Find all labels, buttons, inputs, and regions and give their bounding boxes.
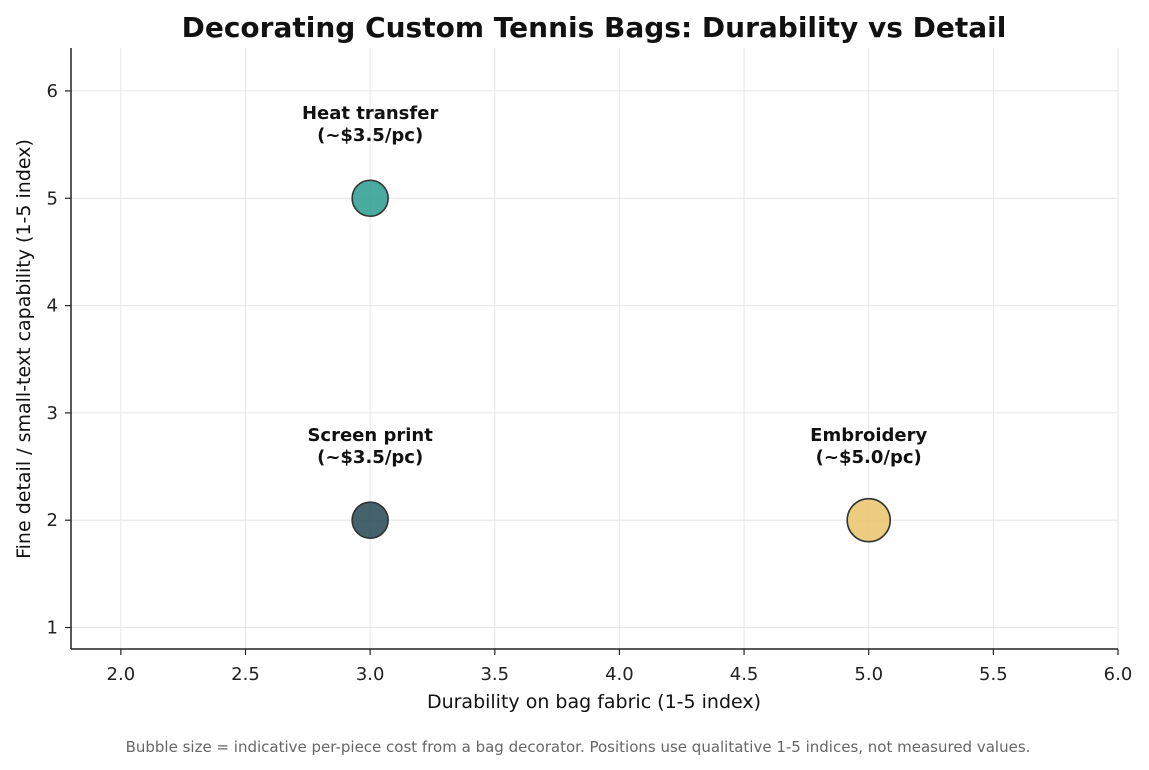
- point-label-cost: (~$3.5/pc): [317, 125, 423, 146]
- x-tick-label: 2.0: [107, 664, 136, 685]
- x-tick-label: 3.0: [356, 664, 385, 685]
- point-labels: Heat transfer(~$3.5/pc)Screen print(~$3.…: [302, 103, 928, 468]
- point-label-name: Embroidery: [810, 425, 927, 446]
- x-tick-label: 4.0: [605, 664, 634, 685]
- grid-lines: [71, 48, 1119, 649]
- point-label-name: Screen print: [307, 425, 433, 446]
- y-tick-label: 1: [47, 618, 58, 639]
- x-tick-label: 2.5: [231, 664, 260, 685]
- y-tick-label: 4: [47, 296, 58, 317]
- bubbles: [351, 179, 892, 543]
- x-tick-label: 4.5: [730, 664, 759, 685]
- bubble-point: [351, 179, 389, 218]
- x-axis-label: Durability on bag fabric (1-5 index): [427, 691, 761, 713]
- bubble-point: [351, 501, 389, 540]
- tick-labels: 2.0 2.5 3.0 3.5 4.0 4.5 5.0 5.5 6.0 1 2 3 4 5 6: [47, 81, 1133, 685]
- x-tick-label: 5.0: [854, 664, 883, 685]
- point-label-cost: (~$5.0/pc): [816, 447, 922, 468]
- y-tick-label: 6: [47, 81, 58, 102]
- chart-title: Decorating Custom Tennis Bags: Durabilit…: [182, 11, 1007, 44]
- footnote: Bubble size = indicative per-piece cost …: [126, 738, 1031, 756]
- x-tick-label: 6.0: [1104, 664, 1133, 685]
- bubble-point: [846, 497, 892, 543]
- point-label-name: Heat transfer: [302, 103, 438, 124]
- y-axis-label: Fine detail / small-text capability (1-5…: [13, 139, 35, 559]
- y-tick-label: 3: [47, 403, 58, 424]
- y-tick-label: 2: [47, 510, 58, 531]
- y-tick-label: 5: [47, 188, 58, 209]
- point-label-cost: (~$3.5/pc): [317, 447, 423, 468]
- axes: [65, 48, 1119, 655]
- x-tick-label: 3.5: [480, 664, 509, 685]
- x-tick-label: 5.5: [979, 664, 1008, 685]
